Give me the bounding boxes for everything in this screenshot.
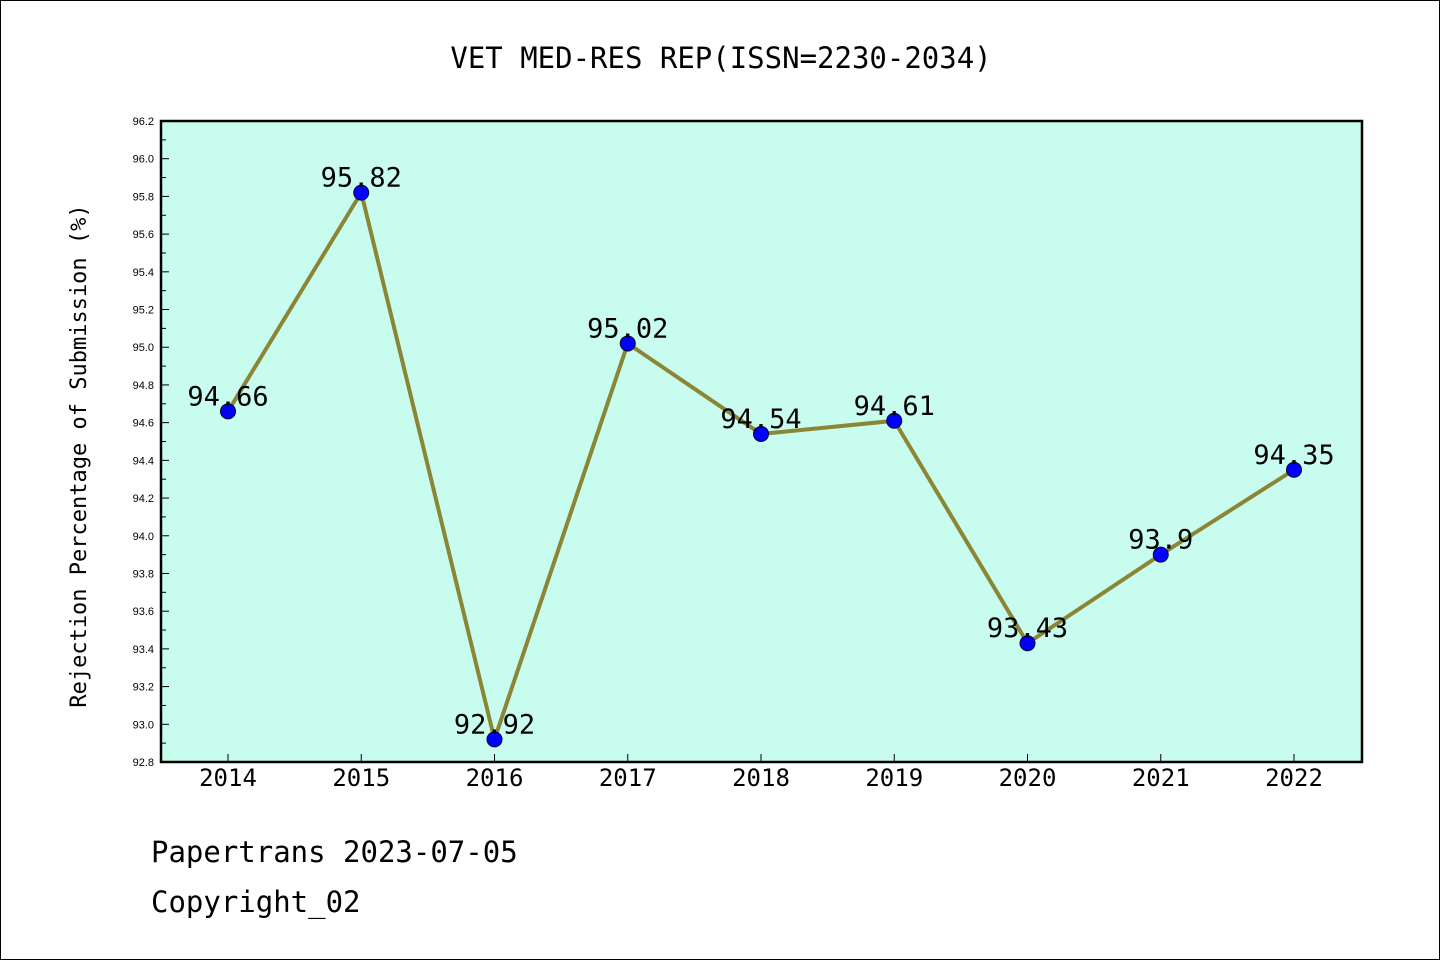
data-label: 93.43	[987, 613, 1068, 644]
data-label: 95.02	[587, 313, 668, 344]
y-tick-label: 93.4	[133, 644, 154, 656]
y-tick-label: 95.8	[133, 191, 154, 203]
y-tick-label: 94.4	[133, 455, 154, 467]
footer-date: Papertrans 2023-07-05	[151, 835, 518, 869]
plot-area: 92.8 93.0 93.2 93.4 93.6 93.8 94.0 94.2 94.4 94.6…	[133, 116, 1364, 792]
footer-copyright: Copyright_02	[151, 885, 361, 919]
data-point	[886, 412, 903, 429]
y-tick-label: 95.4	[133, 267, 154, 279]
y-tick-label: 95.6	[133, 229, 154, 241]
y-tick-label: 96.0	[133, 154, 154, 166]
data-label: 93.9	[1128, 525, 1193, 556]
data-label: 94.54	[720, 404, 801, 435]
data-point	[753, 425, 769, 442]
x-tick-label: 2016	[466, 764, 524, 792]
data-point	[220, 403, 236, 420]
data-label: 94.35	[1253, 440, 1334, 471]
chart-title: VET MED-RES REP(ISSN=2230-2034)	[450, 41, 991, 75]
x-tick-label: 2014	[199, 764, 257, 792]
x-tick-label: 2017	[599, 764, 657, 792]
y-tick-label: 95.0	[133, 342, 154, 354]
y-tick-label: 94.6	[133, 418, 154, 430]
y-tick-label: 93.6	[133, 606, 154, 618]
x-tick-label: 2015	[332, 764, 390, 792]
y-axis-label: Rejection Percentage of Submission (%)	[67, 204, 92, 707]
x-tick-label: 2022	[1265, 764, 1323, 792]
y-tick-label: 94.0	[133, 531, 154, 543]
y-tick-label: 93.0	[133, 719, 154, 731]
y-tick-label: 92.8	[133, 757, 154, 769]
x-tick-label: 2019	[865, 764, 923, 792]
data-label: 94.66	[187, 381, 268, 412]
data-label: 94.61	[854, 391, 935, 422]
x-tick-label: 2020	[999, 764, 1057, 792]
data-point	[1019, 635, 1036, 652]
y-tick-label: 93.2	[133, 682, 154, 694]
plot-border	[159, 119, 1364, 764]
y-tick-label: 94.8	[133, 380, 154, 392]
x-tick-label: 2021	[1132, 764, 1190, 792]
y-tick-label: 96.2	[133, 116, 154, 128]
y-tick-label: 94.2	[133, 493, 154, 505]
y-tick-label: 93.8	[133, 568, 154, 580]
data-point	[1152, 546, 1169, 563]
data-point	[486, 731, 503, 748]
data-point	[619, 335, 636, 352]
x-tick-label: 2018	[732, 764, 790, 792]
y-tick-label: 95.2	[133, 305, 154, 317]
data-point	[353, 184, 370, 201]
data-label: 92.92	[454, 709, 535, 740]
data-point	[1286, 461, 1302, 478]
data-label: 95.82	[321, 163, 402, 194]
